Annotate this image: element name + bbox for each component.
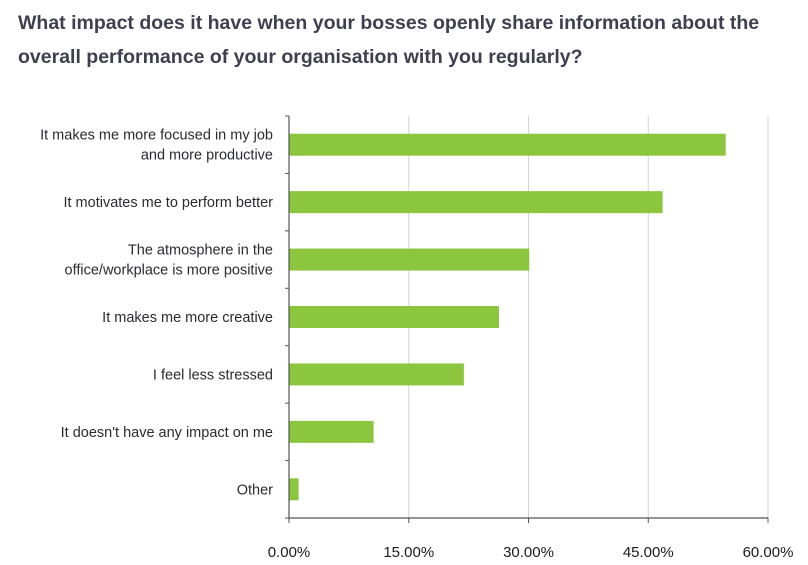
bar	[289, 248, 530, 271]
x-tick-label: 0.00%	[268, 544, 311, 561]
tick-labels: 0.00% 15.00% 30.00% 45.00% 60.00%	[268, 544, 794, 561]
bar	[289, 191, 663, 214]
category-label: I feel less stressed	[153, 367, 273, 383]
category-label: It doesn't have any impact on me	[61, 425, 273, 441]
axes	[285, 115, 769, 523]
bar	[289, 306, 499, 328]
bars	[289, 133, 726, 501]
x-tick-label: 30.00%	[503, 544, 554, 561]
bar	[289, 478, 299, 501]
category-label: and more productive	[141, 148, 273, 164]
x-tick-label: 15.00%	[383, 544, 434, 561]
category-label: It makes me more creative	[102, 310, 273, 326]
category-label: It motivates me to perform better	[63, 195, 273, 211]
x-tick-label: 60.00%	[743, 544, 794, 561]
x-tick-label: 45.00%	[623, 544, 674, 561]
category-label: Other	[237, 482, 273, 498]
category-labels: It makes me more focused in my job and mo…	[40, 128, 273, 499]
category-label: The atmosphere in the	[128, 243, 273, 259]
bar	[289, 420, 374, 443]
chart-title: What impact does it have when your bosse…	[18, 12, 760, 68]
category-label: It makes me more focused in my job	[40, 128, 273, 144]
category-label: office/workplace is more positive	[65, 263, 273, 279]
bar	[289, 363, 464, 386]
bar	[289, 133, 726, 156]
